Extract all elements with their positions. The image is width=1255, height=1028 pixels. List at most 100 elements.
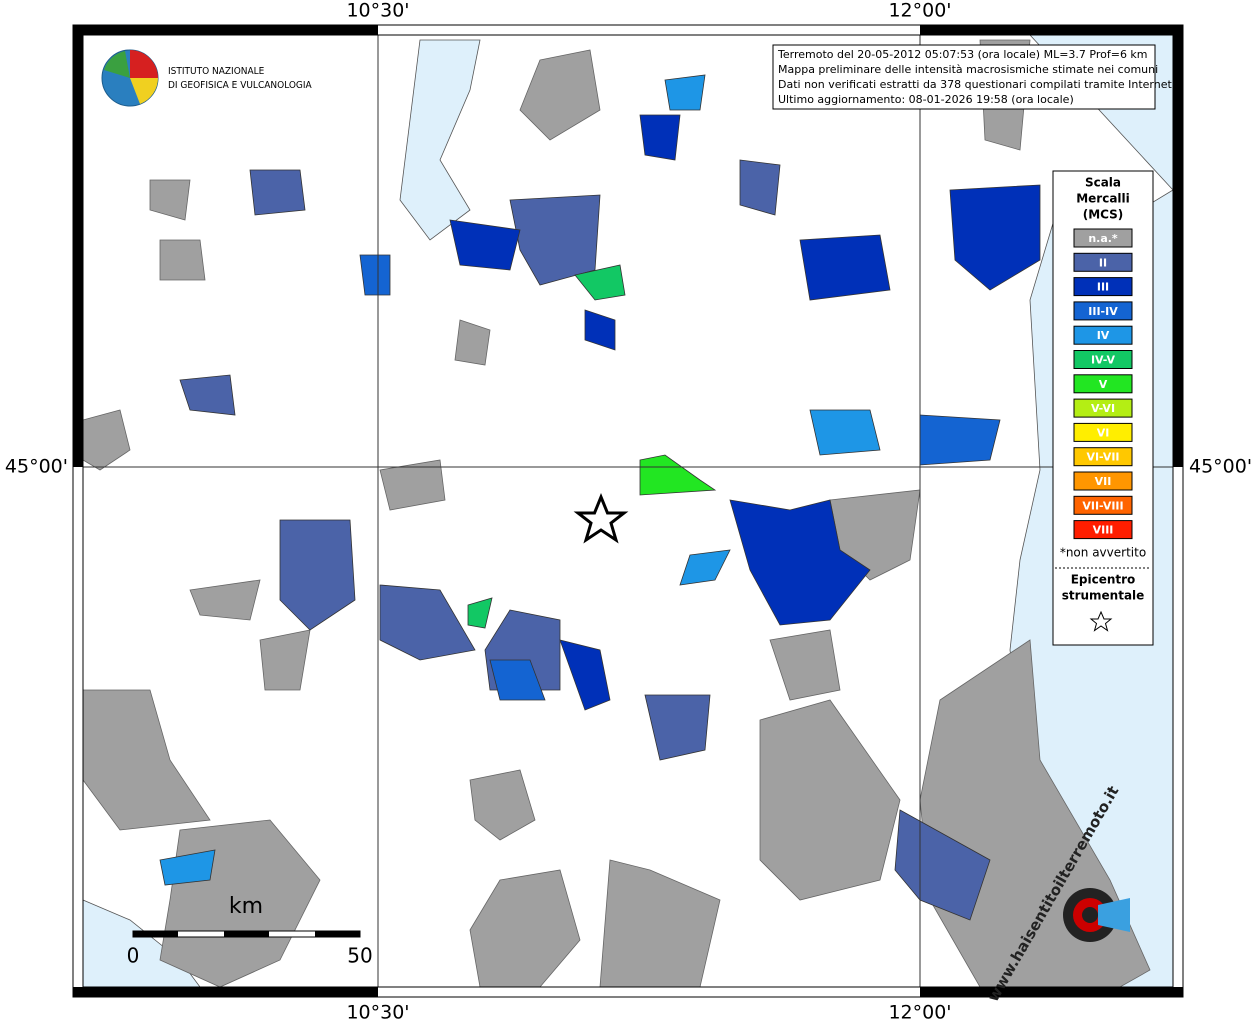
frame-outer	[72, 24, 1184, 998]
legend-label: IV	[1097, 329, 1110, 342]
area	[574, 264, 626, 301]
org-name: ISTITUTO NAZIONALE	[168, 66, 265, 77]
logo-segment	[130, 50, 158, 78]
frame-bar	[73, 987, 378, 997]
area	[739, 159, 781, 216]
area	[454, 319, 491, 366]
info-line: Terremoto del 20-05-2012 05:07:53 (ora l…	[777, 48, 1148, 61]
watermark-circle	[1082, 907, 1098, 923]
scale-label: 50	[347, 944, 372, 968]
legend-swatch	[1073, 495, 1133, 515]
area	[249, 169, 306, 216]
area	[159, 239, 206, 281]
lon-label: 12°00'	[888, 0, 951, 22]
legend-label: VII-VIII	[1082, 499, 1123, 512]
lon-label: 10°30'	[346, 0, 409, 22]
legend-label: II	[1099, 256, 1107, 269]
area	[809, 409, 881, 456]
area	[259, 629, 311, 691]
area	[599, 859, 721, 988]
watermark-beam	[1098, 898, 1130, 932]
legend-label: VIII	[1093, 524, 1114, 537]
scale-segment	[133, 931, 178, 937]
logo-segment	[130, 78, 158, 104]
area	[664, 74, 706, 111]
area	[949, 184, 1041, 291]
lat-label: 45°00'	[1189, 456, 1252, 478]
area	[509, 194, 601, 286]
info-frame	[772, 44, 1156, 110]
legend-swatch	[1073, 374, 1133, 394]
legend-swatch	[1073, 277, 1133, 297]
frame	[72, 24, 1184, 998]
legend-swatch	[1073, 252, 1133, 272]
area	[279, 519, 356, 631]
area	[759, 699, 901, 901]
legend-label: n.a.*	[1088, 232, 1118, 245]
area	[639, 114, 681, 161]
area	[894, 809, 991, 921]
area	[149, 179, 191, 221]
legend-swatch	[1073, 471, 1133, 491]
area	[467, 597, 493, 629]
area	[729, 499, 871, 626]
legend-swatch	[1073, 325, 1133, 345]
area	[189, 579, 261, 621]
legend-swatch	[1073, 228, 1133, 248]
legend-label: VI-VII	[1086, 451, 1119, 464]
frame-bar	[73, 25, 378, 35]
frame-bar	[73, 35, 83, 467]
legend-title: (MCS)	[1083, 208, 1124, 222]
area	[179, 374, 236, 416]
epicenter-star	[573, 493, 629, 544]
legend-title: Mercalli	[1076, 192, 1130, 206]
area	[644, 694, 711, 761]
legend-label: III-IV	[1088, 305, 1118, 318]
area	[379, 584, 476, 661]
info-line: Mappa preliminare delle intensità macros…	[778, 63, 1158, 76]
legend-swatch	[1073, 520, 1133, 540]
legend-label: V	[1099, 378, 1108, 391]
logo: ISTITUTO NAZIONALE DI GEOFISICA E VULCAN…	[101, 49, 313, 107]
legend-swatch	[1073, 398, 1133, 418]
lon-label: 12°00'	[888, 1002, 951, 1024]
scale-segment	[224, 931, 269, 937]
area	[359, 254, 391, 296]
scale-bar: km 0 50	[127, 894, 373, 968]
area	[519, 49, 601, 141]
frame-inner	[82, 34, 1174, 988]
info-line: Dati non verificati estratti da 378 ques…	[778, 78, 1175, 91]
area	[584, 309, 616, 351]
area	[559, 639, 611, 711]
info-box: Terremoto del 20-05-2012 05:07:53 (ora l…	[772, 44, 1175, 110]
legend-label: IV-V	[1091, 354, 1116, 367]
legend-label: V-VI	[1091, 402, 1115, 415]
area	[639, 454, 717, 496]
legend-swatch	[1073, 301, 1133, 321]
scale-unit: km	[229, 894, 263, 919]
legend-label: VI	[1097, 426, 1110, 439]
logo-segment	[104, 51, 130, 78]
area	[159, 849, 216, 886]
legend: Scala Mercalli (MCS) *non avvertito Epic…	[1052, 170, 1154, 646]
legend-swatch	[1073, 447, 1133, 467]
info-line: Ultimo aggiornamento: 08-01-2026 19:58 (…	[778, 93, 1074, 106]
frame-bar	[920, 25, 1183, 35]
legend-swatch	[1073, 422, 1133, 442]
area	[679, 549, 731, 586]
scale-segment	[315, 931, 360, 937]
legend-epicenter: strumentale	[1062, 589, 1145, 603]
legend-note: *non avvertito	[1060, 546, 1146, 560]
lake	[399, 39, 481, 241]
area	[769, 629, 841, 701]
lon-label: 10°30'	[346, 1002, 409, 1024]
area	[799, 234, 891, 301]
legend-epicenter: Epicentro	[1071, 573, 1136, 587]
legend-swatch	[1073, 350, 1133, 369]
frame-bar	[1173, 35, 1183, 467]
frame-bar	[920, 987, 1183, 997]
scale-label: 0	[127, 944, 140, 968]
graticule	[83, 35, 1173, 987]
area	[489, 659, 546, 701]
